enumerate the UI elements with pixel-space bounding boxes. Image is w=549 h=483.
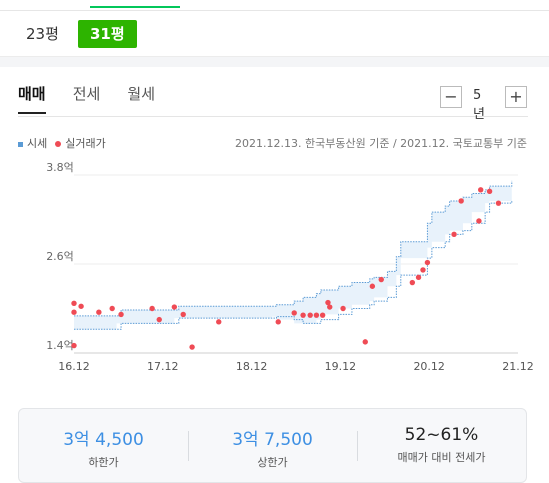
data-source-note: 2021.12.13. 한국부동산원 기준 / 2021.12. 국토교통부 기…	[235, 137, 527, 150]
low-price-label: 하한가	[88, 456, 119, 469]
area-tab-23[interactable]: 23평	[26, 25, 59, 43]
high-price-value: 3억 7,500	[232, 430, 313, 450]
transaction-point	[451, 231, 457, 238]
y-tick-label: 1.4억	[46, 339, 74, 352]
summary-ratio: 52~61% 매매가 대비 전세가	[357, 409, 526, 482]
summary-low: 3억 4,500 하한가	[19, 409, 188, 482]
transaction-point	[300, 312, 306, 318]
transaction-point	[478, 187, 484, 193]
transaction-point	[216, 319, 222, 325]
x-tick-label: 21.12	[502, 360, 534, 373]
x-tick-label: 16.12	[58, 360, 90, 373]
y-tick-label: 2.6억	[46, 250, 74, 263]
x-tick-label: 17.12	[147, 360, 179, 373]
top-bar	[0, 0, 549, 11]
x-tick-label: 19.12	[325, 360, 357, 373]
ratio-value: 52~61%	[404, 425, 479, 445]
transaction-point	[171, 304, 178, 310]
legend-market: 시세	[27, 137, 48, 150]
period-plus-button[interactable]: +	[505, 86, 527, 108]
transaction-point	[189, 344, 195, 350]
transaction-point	[369, 283, 376, 289]
transaction-point	[340, 305, 346, 312]
transaction-point	[275, 319, 281, 325]
tab-divider	[18, 116, 528, 117]
ratio-label: 매매가 대비 전세가	[397, 451, 486, 464]
transaction-point	[96, 309, 102, 315]
y-tick-label: 3.8억	[46, 161, 74, 174]
x-tick-label: 18.12	[236, 360, 268, 373]
transaction-point	[458, 198, 464, 204]
high-price-label: 상한가	[257, 456, 288, 469]
top-tab-indicator	[90, 6, 180, 8]
transaction-point	[319, 312, 326, 318]
transaction-point	[424, 259, 431, 266]
area-selector: 23평 31평	[0, 12, 549, 56]
summary-high: 3억 7,500 상한가	[188, 409, 357, 482]
section-separator	[0, 56, 549, 67]
period-minus-button[interactable]: −	[440, 86, 462, 108]
market-lower-line	[74, 200, 513, 330]
transaction-point	[378, 276, 384, 283]
transaction-point	[180, 311, 186, 318]
transaction-point	[156, 316, 162, 323]
price-panel: 매매 전세 월세 − 5년 + 시세 실거래가 2021.12.13. 한국부동산…	[0, 67, 549, 483]
transaction-point	[362, 339, 368, 345]
area-tab-31[interactable]: 31평	[78, 20, 137, 48]
transaction-point	[109, 305, 115, 312]
transaction-point	[307, 312, 313, 318]
transaction-point	[71, 342, 77, 349]
chart-legend: 시세 실거래가	[18, 135, 106, 151]
actual-legend-icon	[55, 141, 62, 147]
transaction-point	[420, 267, 426, 273]
transaction-point	[476, 218, 482, 224]
transaction-point	[325, 299, 331, 306]
transaction-point	[409, 279, 416, 286]
summary-divider	[188, 431, 189, 461]
transaction-point	[118, 311, 124, 318]
deal-type-tabs: 매매 전세 월세	[18, 83, 177, 115]
transaction-point	[495, 200, 502, 206]
transaction-point	[149, 305, 155, 312]
market-price-band	[74, 180, 512, 330]
summary-divider	[357, 431, 358, 461]
low-price-value: 3억 4,500	[63, 430, 144, 450]
period-value: 5년	[473, 88, 485, 122]
transaction-point	[486, 188, 493, 195]
x-tick-label: 20.12	[413, 360, 445, 373]
tab-monthly-rent[interactable]: 월세	[127, 85, 156, 103]
tab-jeonse[interactable]: 전세	[72, 85, 101, 103]
market-legend-icon	[18, 141, 23, 147]
transaction-point	[71, 309, 77, 315]
transaction-point	[71, 300, 77, 307]
transaction-point	[327, 304, 333, 310]
tab-sale[interactable]: 매매	[18, 83, 46, 114]
market-upper-line	[74, 180, 513, 317]
legend-actual: 실거래가	[65, 137, 106, 150]
transaction-point	[291, 310, 297, 316]
transaction-point	[78, 303, 84, 309]
transaction-point	[313, 312, 320, 318]
price-summary: 3억 4,500 하한가 3억 7,500 상한가 52~61% 매매가 대비 …	[18, 408, 527, 483]
transaction-point	[415, 274, 422, 281]
